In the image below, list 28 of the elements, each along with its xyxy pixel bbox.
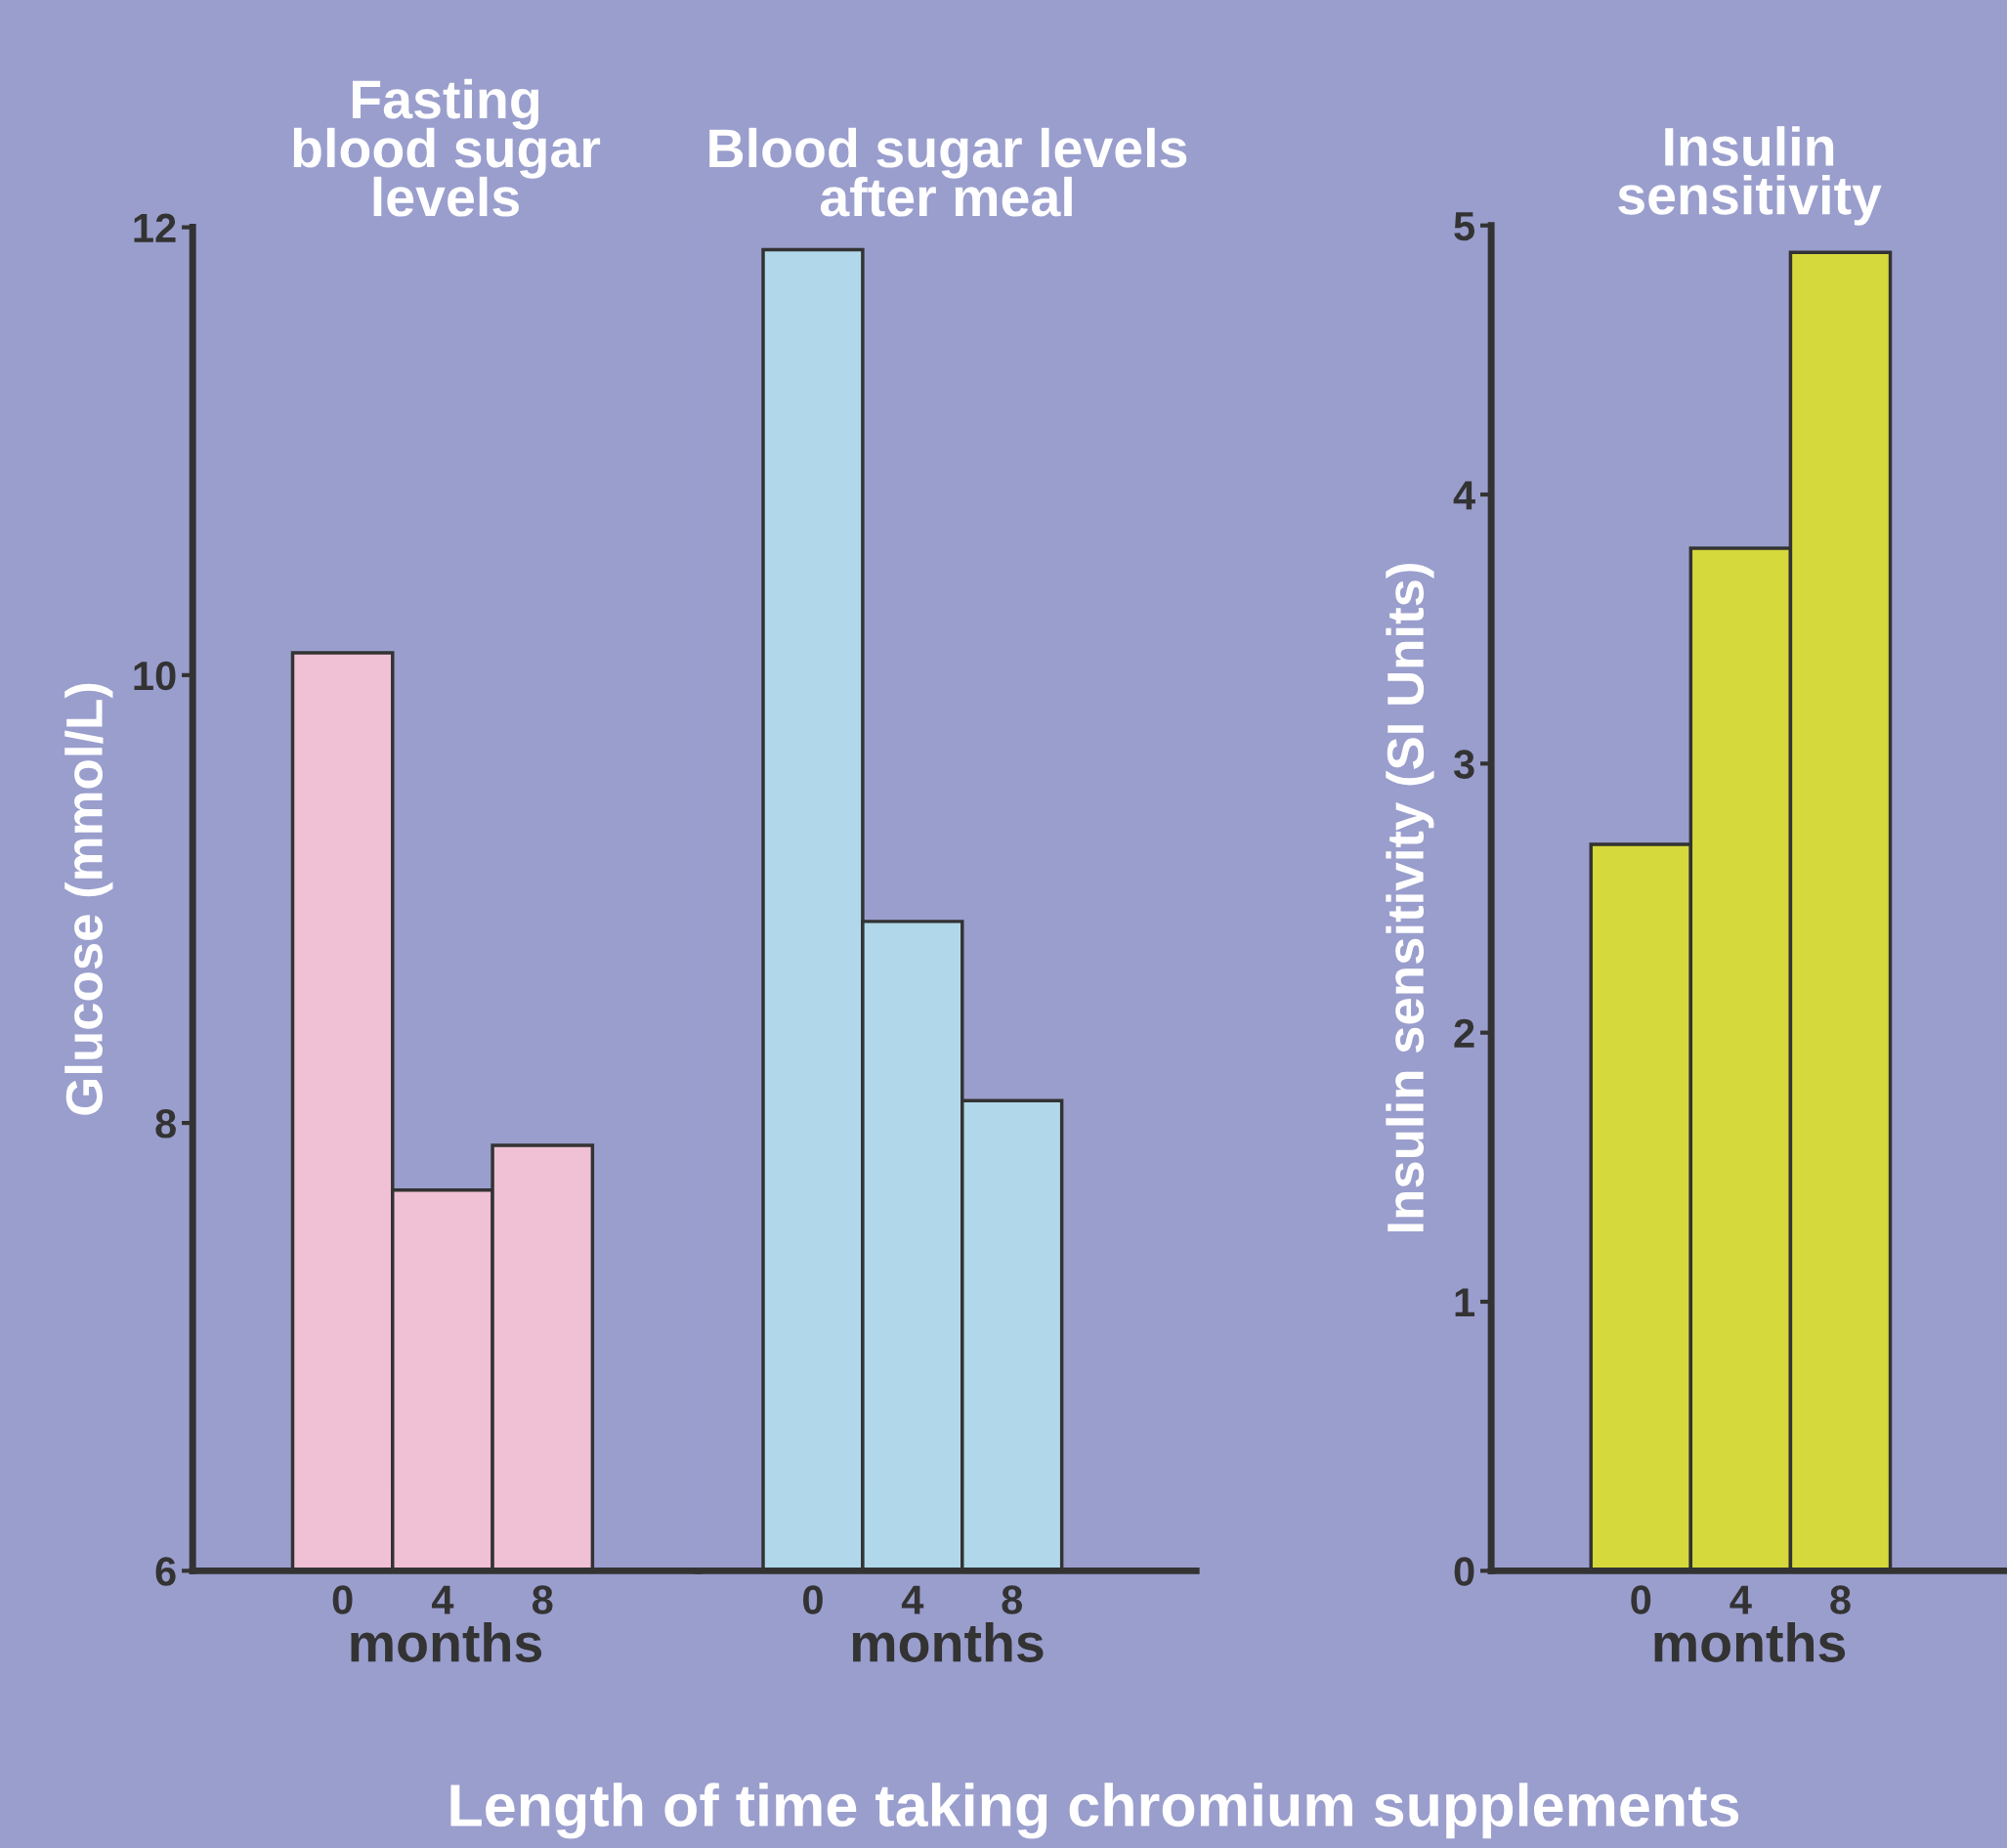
x-tick-label: 4 — [901, 1585, 924, 1614]
y-tick-label: 12 — [134, 213, 176, 242]
y-tick-label: 2 — [1454, 1018, 1474, 1048]
text: Length of time taking chromium supplements — [450, 1783, 1739, 1839]
x-tick-label: 4 — [431, 1585, 454, 1614]
x-tick-label: 8 — [532, 1585, 553, 1614]
x-axis-title: months — [1654, 1622, 1846, 1662]
y-axis-title: Insulin sensitivity (SI Units) — [1386, 564, 1434, 1232]
y-tick-label: 3 — [1453, 750, 1474, 779]
x-axis-title: months — [351, 1622, 542, 1662]
y-tick-label: 0 — [1454, 1557, 1474, 1586]
y-axis-title: Glucose (mmol/L) — [64, 683, 113, 1115]
x-tick-label: 0 — [332, 1585, 353, 1614]
x-tick-label: 8 — [1830, 1585, 1851, 1614]
x-tick-label: 0 — [803, 1585, 823, 1614]
x-tick-label: 0 — [1631, 1585, 1651, 1614]
x-tick-label: 4 — [1729, 1585, 1752, 1614]
x-axis-title: months — [852, 1622, 1044, 1662]
y-tick-label: 5 — [1454, 212, 1474, 241]
y-tick-label: 1 — [1455, 1288, 1474, 1317]
y-tick-label: 10 — [134, 661, 176, 691]
x-tick-label: 8 — [1002, 1585, 1023, 1614]
chart-title: Fasting blood sugar levels — [293, 78, 601, 217]
y-tick-label: 8 — [155, 1109, 176, 1139]
chart-title: Blood sugar levels after meal — [709, 127, 1187, 217]
y-tick-label: 4 — [1453, 481, 1475, 510]
chart-title: Insulin sensitivity — [1618, 126, 1882, 226]
y-tick-label: 6 — [155, 1557, 176, 1586]
